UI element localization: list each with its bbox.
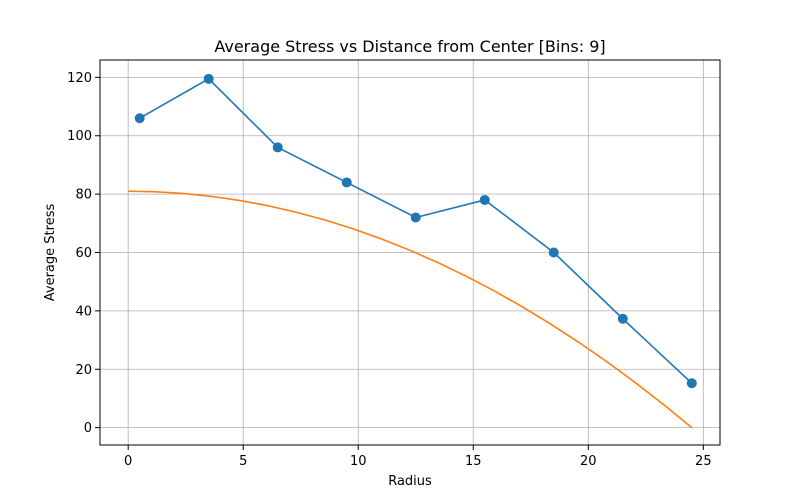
average-stress-point	[272, 142, 283, 153]
x-tick-label: 20	[580, 454, 597, 469]
x-axis-label: Radius	[388, 474, 432, 489]
average-stress-point	[341, 177, 352, 188]
y-tick-label: 120	[67, 71, 92, 86]
x-tick-label: 25	[695, 454, 712, 469]
grid	[100, 60, 720, 445]
y-tick-label: 0	[84, 421, 92, 436]
y-tick-label: 80	[75, 188, 92, 203]
x-tick-label: 0	[124, 454, 132, 469]
y-tick-label: 100	[67, 129, 92, 144]
y-tick-label: 20	[75, 363, 92, 378]
average-stress-point	[479, 194, 490, 205]
series-layer	[128, 73, 697, 429]
average-stress-point	[134, 113, 145, 124]
average-stress-point	[203, 73, 214, 84]
x-tick-label: 5	[239, 454, 247, 469]
average-stress-point	[617, 313, 628, 324]
y-tick-label: 60	[75, 246, 92, 261]
x-tick-label: 15	[465, 454, 482, 469]
average-stress-point	[686, 378, 697, 389]
average-stress-point	[410, 212, 421, 223]
fit-curve-line	[128, 190, 693, 429]
average-stress-point	[548, 247, 559, 258]
chart-title: Average Stress vs Distance from Center […	[214, 37, 605, 56]
y-tick-label: 40	[75, 304, 92, 319]
x-tick-label: 10	[350, 454, 367, 469]
ticks: 0 5 10 15 20 25 0 20 40 60 80 100 120	[67, 71, 711, 469]
y-axis-label: Average Stress	[43, 204, 58, 302]
